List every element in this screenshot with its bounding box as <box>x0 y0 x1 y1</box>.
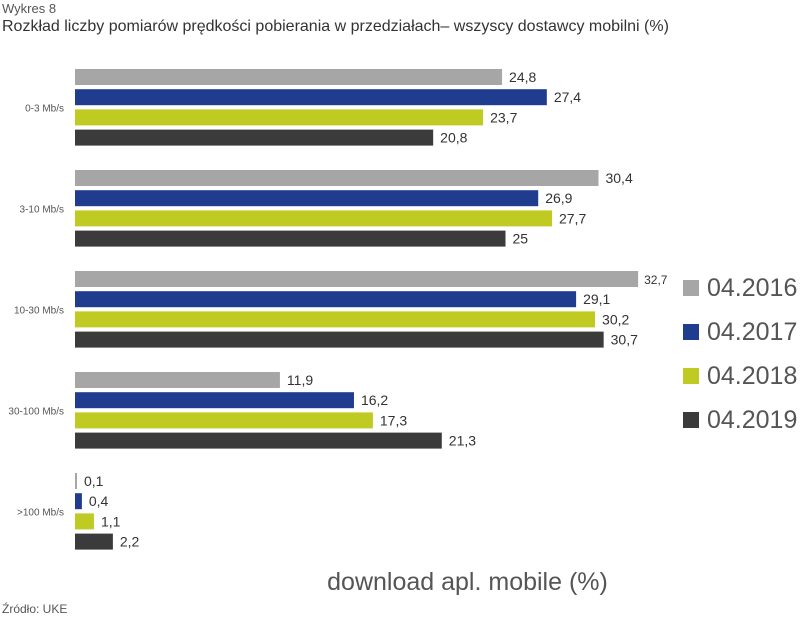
bar <box>75 291 577 308</box>
data-label: 32,7 <box>644 273 668 287</box>
legend-label: 04.2017 <box>707 317 798 346</box>
legend-item: 04.2018 <box>683 354 797 398</box>
category-label: 30-100 Mb/s <box>8 406 64 417</box>
data-label: 1,1 <box>101 513 121 529</box>
legend: 04.2016 04.2017 04.2018 04.2019 <box>683 266 797 442</box>
legend-item: 04.2017 <box>683 310 797 354</box>
data-label: 29,1 <box>583 291 610 307</box>
data-label: 11,9 <box>287 372 313 388</box>
bar <box>75 109 484 126</box>
bar <box>75 170 599 186</box>
chart-title: Rozkład liczby pomiarów prędkości pobier… <box>2 18 669 35</box>
data-label: 30,7 <box>611 332 638 348</box>
data-label: 20,8 <box>440 130 467 146</box>
data-label: 26,9 <box>545 190 572 206</box>
bar <box>75 493 82 510</box>
legend-label: 04.2019 <box>707 405 798 434</box>
bar <box>75 331 604 348</box>
legend-item: 04.2016 <box>683 266 797 310</box>
legend-swatch <box>683 412 699 428</box>
bar <box>75 533 113 550</box>
bar <box>75 311 596 328</box>
bar <box>75 129 434 146</box>
bar <box>75 69 503 85</box>
bar <box>75 432 442 449</box>
legend-swatch <box>683 324 699 340</box>
bar <box>75 372 280 388</box>
data-label: 25 <box>513 231 529 247</box>
legend-item: 04.2019 <box>683 398 797 442</box>
bar <box>75 412 373 429</box>
category-label: >100 Mb/s <box>17 507 64 518</box>
chart-kicker: Wykres 8 <box>2 1 57 16</box>
data-label: 21,3 <box>449 433 476 449</box>
bar <box>75 473 77 489</box>
data-label: 27,7 <box>559 210 586 226</box>
data-label: 30,4 <box>605 170 632 186</box>
category-label: 0-3 Mb/s <box>25 103 64 114</box>
data-label: 30,2 <box>602 311 629 327</box>
legend-swatch <box>683 280 699 296</box>
bar-chart: 0-3 Mb/s 24,8 27,4 23,7 20,8 3-10 Mb/s 30,4 26,… <box>8 69 668 550</box>
data-label: 23,7 <box>490 109 517 125</box>
bar <box>75 210 552 227</box>
bar <box>75 89 547 106</box>
legend-label: 04.2016 <box>707 273 798 302</box>
source-note: Źródło: UKE <box>2 602 68 616</box>
data-label: 2,2 <box>120 534 140 550</box>
category-label: 10-30 Mb/s <box>14 305 64 316</box>
data-label: 24,8 <box>509 69 536 85</box>
bar <box>75 230 506 247</box>
bar <box>75 392 354 409</box>
data-label: 16,2 <box>361 392 388 408</box>
bar <box>75 513 94 530</box>
data-label: 0,1 <box>84 473 104 489</box>
data-label: 27,4 <box>554 89 581 105</box>
data-label: 17,3 <box>380 412 407 428</box>
x-axis-title: download apl. mobile (%) <box>327 568 608 596</box>
category-label: 3-10 Mb/s <box>20 204 64 215</box>
data-label: 0,4 <box>89 493 109 509</box>
x-axis-title-wrap: download apl. mobile (%) <box>0 568 800 597</box>
legend-swatch <box>683 368 699 384</box>
bar <box>75 190 539 207</box>
legend-label: 04.2018 <box>707 361 798 390</box>
bar <box>75 271 639 287</box>
